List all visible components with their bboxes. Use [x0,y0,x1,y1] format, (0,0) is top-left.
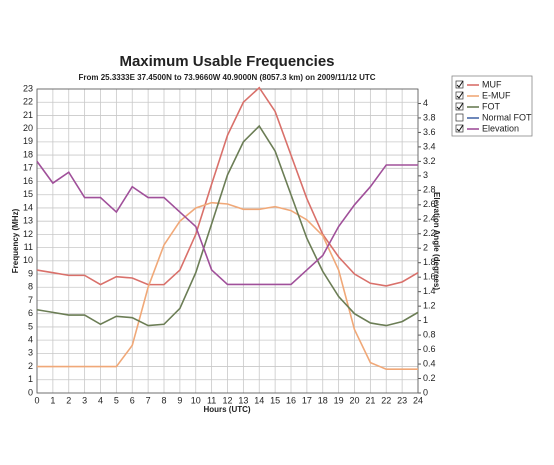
y-tick-label: 2 [28,361,33,371]
legend-check [456,91,464,99]
y2-tick-label: 2.2 [423,228,436,238]
legend-checkbox [455,102,464,111]
y-tick-label: 4 [28,335,33,345]
x-tick-label: 0 [34,395,39,405]
y-tick-label: 20 [23,123,33,133]
y2-tick-label: 0.6 [423,344,436,354]
y2-tick-label: 3.6 [423,127,436,137]
y-tick-label: 18 [23,149,33,159]
y2-tick-label: 0.2 [423,373,436,383]
series-line [36,160,418,286]
x-tick-label: 23 [397,395,407,405]
y2-tick-label: 3 [423,170,428,180]
y2-tick-label: 2.8 [423,185,436,195]
x-tick-label: 19 [334,395,344,405]
y-tick-label: 10 [23,255,33,265]
y2-tick-label: 2 [423,243,428,253]
y-tick-label: 7 [28,295,33,305]
series-line [36,86,419,287]
x-tick-label: 8 [161,395,166,405]
legend-check [456,80,464,88]
legend-checkbox [455,113,464,122]
x-tick-label: 22 [381,395,391,405]
y2-tick-label: 0 [423,387,428,397]
y-tick-label: 14 [23,202,33,212]
y-tick-label: 23 [23,83,33,93]
legend-checkbox [455,124,464,133]
series-line [36,124,419,327]
legend-label: Elevation [482,123,519,133]
x-tick-label: 20 [349,395,359,405]
x-tick-label: 10 [191,395,201,405]
x-tick-label: 1 [50,395,55,405]
chart-title: Maximum Usable Frequencies [119,53,334,70]
y2-tick-label: 1.2 [423,301,436,311]
y-tick-label: 1 [28,374,33,384]
y-tick-label: 9 [28,268,33,278]
y-tick-label: 0 [28,387,33,397]
y-tick-label: 15 [23,189,33,199]
x-tick-label: 13 [238,395,248,405]
x-tick-label: 7 [146,395,151,405]
legend-checkbox [455,91,464,100]
x-tick-label: 16 [286,395,296,405]
x-axis-label: Hours (UTC) [203,405,250,414]
x-tick-label: 24 [413,395,423,405]
y2-tick-label: 1.8 [423,257,436,267]
y2-tick-label: 4 [423,98,428,108]
y2-tick-label: 3.4 [423,141,436,151]
x-tick-label: 18 [318,395,328,405]
y-tick-label: 8 [28,282,33,292]
y-tick-label: 6 [28,308,33,318]
y-tick-label: 22 [23,97,33,107]
legend-label: E-MUF [482,90,511,100]
legend-checkbox [455,80,464,89]
y-tick-label: 21 [23,110,33,120]
y2-tick-label: 3.2 [423,156,436,166]
x-tick-label: 21 [365,395,375,405]
legend-label: Normal FOT [482,112,532,122]
legend-label: FOT [482,101,500,111]
x-tick-label: 9 [177,395,182,405]
y2-tick-label: 0.4 [423,358,436,368]
y-tick-label: 19 [23,136,33,146]
series-line [37,201,418,371]
legend-check [456,124,464,132]
y-tick-label: 3 [28,348,33,358]
x-tick-label: 4 [98,395,103,405]
x-tick-label: 6 [130,395,135,405]
x-tick-label: 2 [66,395,71,405]
y2-tick-label: 1.6 [423,272,436,282]
y-tick-label: 13 [23,216,33,226]
x-tick-label: 14 [254,395,264,405]
y2-tick-label: 2.6 [423,199,436,209]
y-tick-label: 16 [23,176,33,186]
y-tick-label: 5 [28,321,33,331]
y2-tick-label: 1 [423,315,428,325]
y-axis-label: Frequency (MHz) [11,208,20,273]
x-tick-label: 5 [114,395,119,405]
x-tick-label: 15 [270,395,280,405]
chart-subtitle: From 25.3333E 37.4500N to 73.9660W 40.90… [78,73,375,82]
y2-tick-label: 0.8 [423,329,436,339]
plot-frame [36,88,419,394]
x-tick-label: 11 [207,395,216,405]
y2-axis-label: Elevation Angle (degrees) [432,192,441,290]
y2-tick-label: 2.4 [423,214,436,224]
y2-tick-label: 1.4 [423,286,436,296]
x-tick-label: 17 [302,395,312,405]
x-tick-label: 12 [222,395,232,405]
legend-label: MUF [482,79,502,89]
legend-check [456,102,464,110]
y-tick-label: 12 [23,229,33,239]
y-tick-label: 17 [23,163,33,173]
legend-box [451,75,533,137]
y-tick-label: 11 [24,242,33,252]
x-tick-label: 3 [82,395,87,405]
y2-tick-label: 3.8 [423,112,436,122]
